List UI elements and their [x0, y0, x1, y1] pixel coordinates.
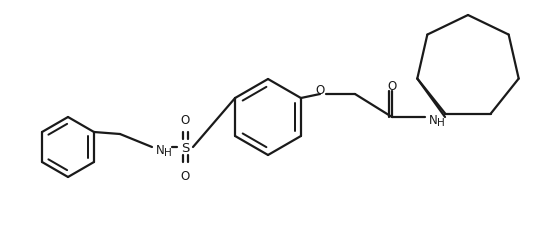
- Text: H: H: [164, 147, 172, 157]
- Text: N: N: [428, 114, 437, 127]
- Text: N: N: [156, 144, 164, 157]
- Text: O: O: [180, 169, 190, 182]
- Text: S: S: [181, 141, 189, 154]
- Text: H: H: [437, 117, 445, 128]
- Text: O: O: [315, 83, 325, 96]
- Text: O: O: [387, 79, 397, 92]
- Text: O: O: [180, 113, 190, 126]
